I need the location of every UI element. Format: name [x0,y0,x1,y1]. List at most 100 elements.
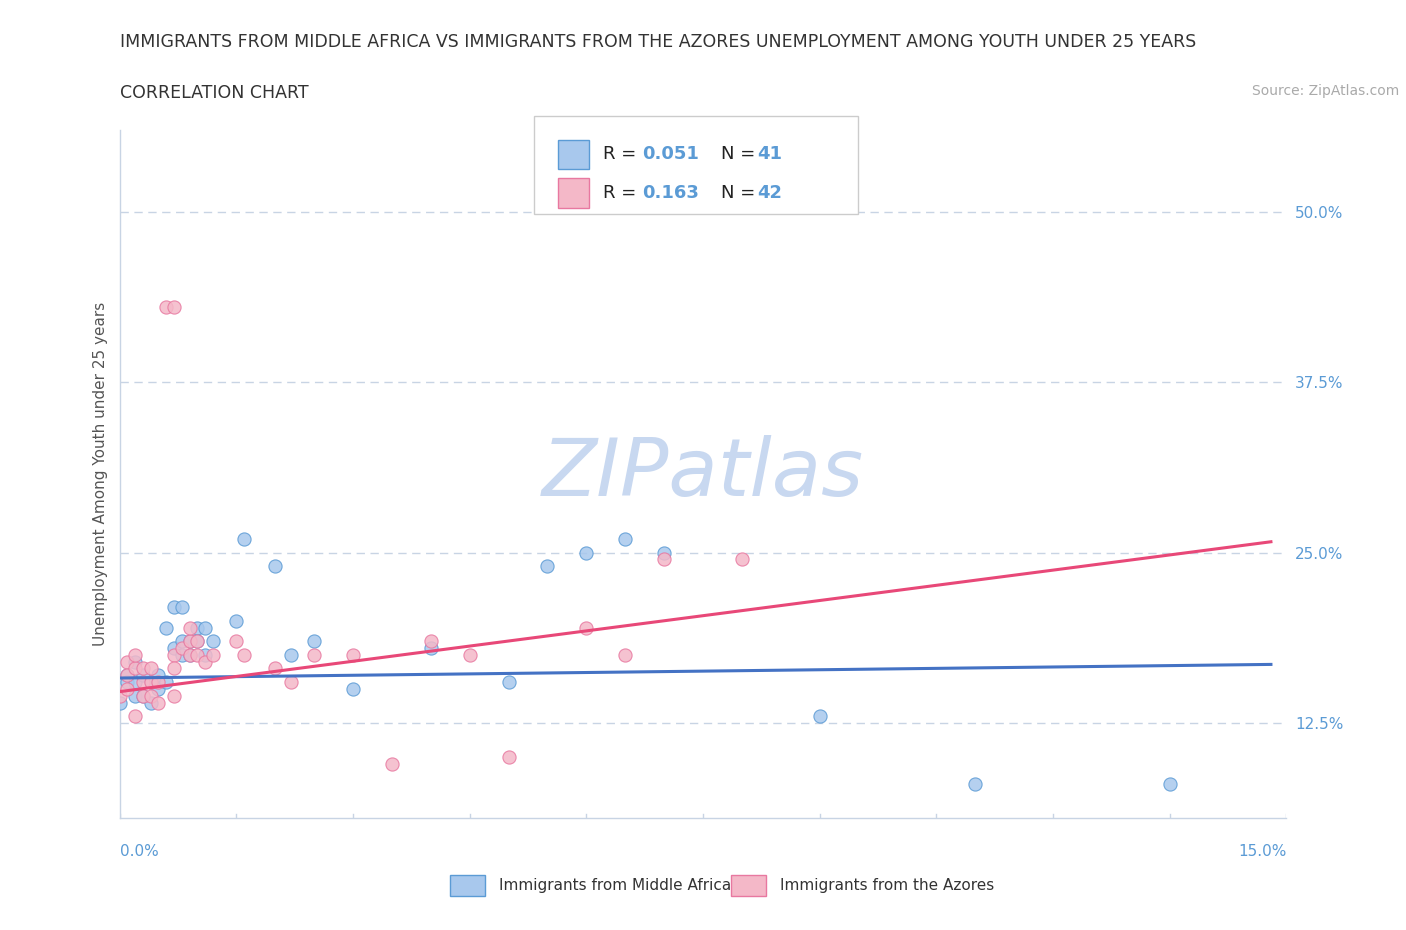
Point [186,634,208,649]
Point [179,647,201,662]
Text: N =: N = [721,184,761,203]
Point [233,532,256,547]
Text: Immigrants from the Azores: Immigrants from the Azores [780,878,994,893]
Text: Immigrants from Middle Africa: Immigrants from Middle Africa [499,878,731,893]
Text: 0.163: 0.163 [643,184,699,203]
Text: R =: R = [603,184,643,203]
Text: 15.0%: 15.0% [1239,844,1286,858]
Point [170,634,193,649]
Point [575,545,598,560]
Point [148,695,170,710]
Point [132,688,155,703]
Point [132,661,155,676]
Point [186,647,208,662]
Point [132,668,155,683]
Point [179,647,201,662]
Point [225,614,247,629]
Point [652,552,675,567]
Point [132,674,155,689]
Point [124,674,146,689]
Point [155,299,177,314]
Point [139,688,162,703]
Text: 41: 41 [758,145,782,164]
Point [498,674,520,689]
Point [965,777,987,791]
Point [124,654,146,669]
Point [163,641,186,656]
Point [117,654,139,669]
Point [132,688,155,703]
Point [194,620,217,635]
Point [155,674,177,689]
Point [233,647,256,662]
Point [381,756,404,771]
Point [170,641,193,656]
Point [194,654,217,669]
Point [170,647,193,662]
Point [170,600,193,615]
Point [108,695,131,710]
Point [117,668,139,683]
Point [139,661,162,676]
Point [419,641,441,656]
Point [498,750,520,764]
Point [614,532,637,547]
Point [280,647,302,662]
Point [163,661,186,676]
Point [280,674,302,689]
Point [163,600,186,615]
Point [652,545,675,560]
Text: R =: R = [603,145,643,164]
Y-axis label: Unemployment Among Youth under 25 years: Unemployment Among Youth under 25 years [93,302,108,646]
Point [264,661,287,676]
Point [148,668,170,683]
Point [186,620,208,635]
Point [148,682,170,697]
Point [108,688,131,703]
Point [124,688,146,703]
Point [117,682,139,697]
Point [264,559,287,574]
Point [731,552,754,567]
Point [117,674,139,689]
Point [225,634,247,649]
Point [139,674,162,689]
Point [179,634,201,649]
Point [342,682,364,697]
Point [124,661,146,676]
Point [342,647,364,662]
Point [163,688,186,703]
Point [139,695,162,710]
Point [458,647,481,662]
Point [124,647,146,662]
Point [179,634,201,649]
Text: 42: 42 [758,184,782,203]
Text: CORRELATION CHART: CORRELATION CHART [120,84,308,101]
Text: 0.0%: 0.0% [120,844,159,858]
Point [1159,777,1181,791]
Point [614,647,637,662]
Text: IMMIGRANTS FROM MIDDLE AFRICA VS IMMIGRANTS FROM THE AZORES UNEMPLOYMENT AMONG Y: IMMIGRANTS FROM MIDDLE AFRICA VS IMMIGRA… [120,33,1195,50]
Point [419,634,441,649]
Point [163,647,186,662]
Text: Source: ZipAtlas.com: Source: ZipAtlas.com [1251,84,1399,98]
Point [302,647,325,662]
Text: N =: N = [721,145,761,164]
Point [139,674,162,689]
Point [536,559,558,574]
Text: 0.051: 0.051 [643,145,699,164]
Point [186,634,208,649]
Point [124,709,146,724]
Point [302,634,325,649]
Point [117,668,139,683]
Point [155,620,177,635]
Point [808,709,831,724]
Point [575,620,598,635]
Point [201,634,224,649]
Text: ZIPatlas: ZIPatlas [541,435,865,513]
Point [194,647,217,662]
Point [179,620,201,635]
Point [163,299,186,314]
Point [148,674,170,689]
Point [201,647,224,662]
